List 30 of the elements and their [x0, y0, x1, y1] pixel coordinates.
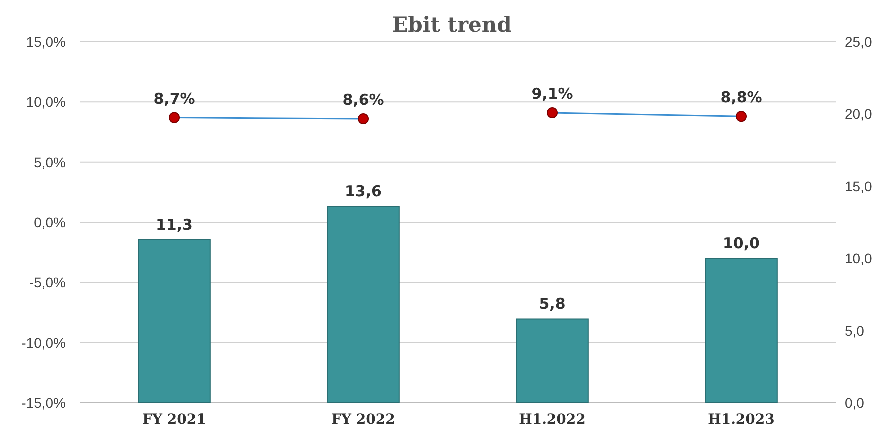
- data-label: 9,1%: [532, 84, 574, 103]
- bar: [327, 206, 400, 404]
- y-tick-label: -5,0%: [29, 274, 66, 291]
- bar: [138, 239, 211, 404]
- data-label: 8,8%: [720, 88, 762, 107]
- data-label: 13,6: [344, 182, 382, 201]
- y-tick-label: -10,0%: [22, 334, 66, 351]
- y2-tick-label: 0,0: [845, 395, 865, 411]
- y-tick-label: -15,0%: [22, 395, 66, 411]
- data-label: 10,0: [722, 234, 760, 253]
- y-tick-label: 0,0%: [34, 214, 66, 230]
- x-tick-label: FY 2021: [142, 412, 206, 428]
- chart-title: Ebit trend: [392, 12, 512, 37]
- y-tick-label: 15,0%: [26, 34, 66, 50]
- data-label: 8,7%: [154, 90, 196, 108]
- y-tick-label: 5,0%: [34, 154, 66, 170]
- x-tick-label: H1.2023: [708, 412, 775, 428]
- y-tick-label: 10,0%: [26, 94, 66, 110]
- y2-tick-label: 20,0: [845, 106, 872, 122]
- y2-tick-label: 15,0: [845, 178, 872, 194]
- y2-tick-label: 5,0: [845, 322, 865, 339]
- bar: [516, 318, 589, 404]
- y2-tick-label: 25,0: [845, 34, 872, 50]
- x-tick-label: FY 2022: [332, 412, 396, 428]
- data-label: 5,8: [539, 295, 566, 314]
- x-tick-label: H1.2022: [519, 412, 586, 428]
- y2-tick-label: 10,0: [845, 250, 872, 267]
- data-label: 8,6%: [342, 91, 384, 110]
- bar: [705, 258, 778, 404]
- data-label: 11,3: [156, 216, 194, 234]
